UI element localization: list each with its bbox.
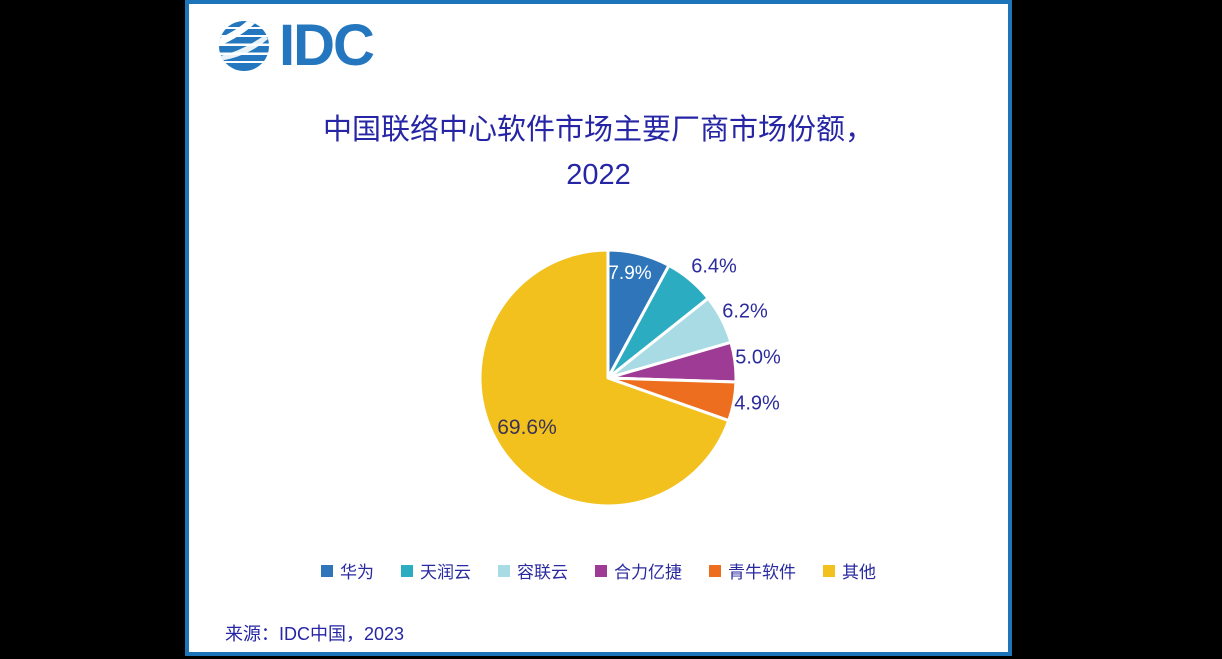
pie-chart (448, 218, 768, 538)
source-note: 来源：IDC中国，2023 (225, 624, 405, 644)
slice-label-青牛软件: 4.9% (734, 392, 780, 415)
slice-label-其他: 69.6% (497, 416, 557, 439)
pie-slice-其他 (478, 248, 731, 508)
idc-globe-icon (219, 21, 269, 71)
slice-label-华为: 7.9% (608, 263, 652, 284)
legend-swatch-icon (321, 564, 333, 577)
report-card: IDC 中国联络中心软件市场主要厂商市场份额， 2022 7.9% 6.4% 6.2… (185, 0, 1012, 656)
legend-label: 天润云 (420, 563, 471, 582)
idc-logo-text: IDC (279, 13, 375, 78)
legend-item-天润云: 天润云 (401, 558, 471, 583)
legend-swatch-icon (823, 564, 835, 577)
legend-label: 青牛软件 (728, 563, 796, 582)
legend-item-青牛软件: 青牛软件 (709, 558, 796, 583)
slice-label-合力亿捷: 5.0% (735, 346, 781, 369)
legend-swatch-icon (401, 564, 413, 577)
chart-title: 中国联络中心软件市场主要厂商市场份额， 2022 (189, 108, 1008, 198)
slice-label-容联云: 6.2% (722, 300, 768, 323)
legend-label: 合力亿捷 (614, 563, 682, 582)
legend-item-合力亿捷: 合力亿捷 (595, 558, 682, 583)
legend-item-容联云: 容联云 (498, 558, 568, 583)
chart-legend: 华为 天润云 容联云 合力亿捷 青牛软件 其他 (189, 558, 1008, 583)
chart-title-year: 2022 (566, 159, 631, 191)
legend-swatch-icon (709, 564, 721, 577)
slice-label-天润云: 6.4% (691, 255, 737, 278)
legend-swatch-icon (595, 564, 607, 577)
legend-label: 华为 (340, 563, 374, 582)
legend-item-其他: 其他 (823, 558, 876, 583)
legend-swatch-icon (498, 564, 510, 577)
legend-label: 其他 (842, 563, 876, 582)
legend-item-华为: 华为 (321, 558, 374, 583)
idc-logo: IDC (219, 13, 375, 78)
chart-title-line1: 中国联络中心软件市场主要厂商市场份额， (322, 114, 874, 146)
legend-label: 容联云 (517, 563, 568, 582)
